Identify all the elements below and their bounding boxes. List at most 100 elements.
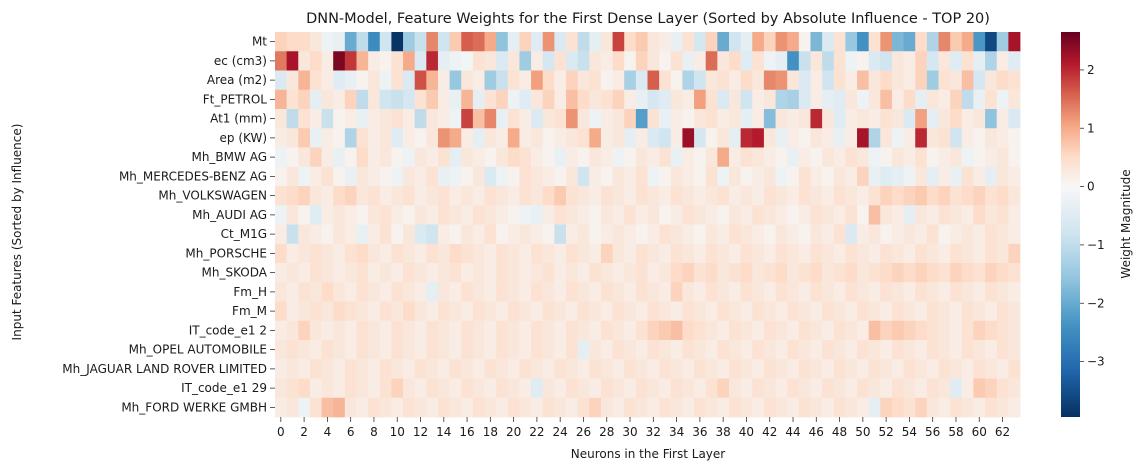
heatmap-cell: [728, 128, 742, 148]
heatmap-cell: [298, 89, 311, 110]
heatmap-cell: [531, 51, 544, 71]
heatmap-cell: [531, 147, 544, 168]
heatmap-cell: [682, 282, 695, 302]
heatmap-cell: [356, 166, 369, 187]
heatmap-cell: [961, 70, 974, 91]
heatmap-cell: [344, 186, 357, 206]
heatmap-cell: [484, 282, 497, 302]
heatmap-cell: [891, 70, 904, 91]
heatmap-cell: [647, 397, 660, 418]
heatmap-cell: [868, 282, 881, 302]
heatmap-cell: [973, 89, 986, 110]
heatmap-cell: [682, 32, 695, 52]
heatmap-cell: [589, 109, 602, 129]
heatmap-cell: [344, 320, 357, 341]
heatmap-cell: [531, 301, 544, 322]
heatmap-cell: [496, 243, 509, 264]
heatmap-cell: [519, 205, 532, 225]
heatmap-cell: [461, 397, 474, 418]
heatmap-cell: [787, 109, 800, 129]
heatmap-cell: [542, 359, 555, 379]
heatmap-cell: [566, 70, 579, 91]
heatmap-cell: [589, 340, 602, 360]
heatmap-cell: [775, 340, 788, 360]
heatmap-cell: [647, 186, 660, 206]
heatmap-cell: [752, 282, 765, 302]
y-tick-label: Mh_MERCEDES-BENZ AG: [119, 169, 267, 183]
heatmap-cell: [915, 359, 928, 379]
heatmap-cell: [810, 109, 823, 129]
heatmap-cell: [600, 263, 613, 283]
x-tick-label: 18: [483, 425, 498, 439]
heatmap-cell: [740, 32, 753, 52]
heatmap-cell: [647, 89, 660, 110]
heatmap-cell: [321, 89, 334, 110]
heatmap-cell: [275, 32, 288, 52]
heatmap-cell: [740, 243, 753, 264]
heatmap-cell: [426, 378, 439, 399]
heatmap-cell: [740, 89, 753, 110]
heatmap-cell: [903, 128, 916, 148]
heatmap-cell: [391, 397, 404, 418]
heatmap-cell: [694, 282, 707, 302]
heatmap-cell: [822, 109, 835, 129]
heatmap-cell: [891, 359, 904, 379]
heatmap-cell: [705, 51, 718, 71]
heatmap-cell: [298, 378, 311, 399]
heatmap-cell: [740, 70, 753, 91]
x-tick-label: 56: [925, 425, 940, 439]
x-tick-label: 14: [436, 425, 451, 439]
heatmap-cell: [857, 166, 870, 187]
heatmap-cell: [437, 109, 451, 129]
heatmap-cell: [449, 147, 462, 168]
heatmap-cell: [810, 224, 823, 245]
heatmap-cell: [566, 263, 579, 283]
heatmap-cell: [403, 359, 416, 379]
heatmap-cell: [484, 109, 497, 129]
heatmap-cell: [496, 147, 509, 168]
heatmap-cell: [857, 128, 870, 148]
heatmap-cell: [333, 378, 346, 399]
x-tick-label: 24: [553, 425, 568, 439]
heatmap-cell: [344, 340, 357, 360]
heatmap-cell: [309, 89, 322, 110]
heatmap-cell: [298, 263, 311, 283]
heatmap-cell: [426, 282, 439, 302]
heatmap-cell: [519, 359, 532, 379]
heatmap-cell: [484, 224, 497, 245]
heatmap-cell: [635, 301, 648, 322]
heatmap-cell: [600, 147, 613, 168]
heatmap-cell: [531, 224, 544, 245]
heatmap-cell: [763, 243, 776, 264]
heatmap-cell: [798, 243, 811, 264]
heatmap-cell: [356, 147, 369, 168]
heatmap-cell: [833, 70, 846, 91]
heatmap-cell: [647, 109, 660, 129]
heatmap-cell: [950, 147, 963, 168]
heatmap-cell: [496, 70, 509, 91]
x-tick-label: 2: [300, 425, 308, 439]
heatmap-cell: [915, 128, 928, 148]
heatmap-cell: [833, 89, 846, 110]
heatmap-cell: [938, 186, 951, 206]
heatmap-cell: [857, 263, 870, 283]
heatmap-cell: [752, 89, 765, 110]
heatmap-cell: [368, 147, 381, 168]
heatmap-cell: [694, 224, 707, 245]
heatmap-cell: [461, 89, 474, 110]
heatmap-cell: [449, 128, 462, 148]
heatmap-cell: [612, 340, 625, 360]
heatmap-cell: [880, 378, 893, 399]
heatmap-cell: [600, 301, 613, 322]
y-axis-ticks: Mt ec (cm3) Area (m2) Ft_PETROL At1 (mm) ep (…: [62, 35, 275, 414]
heatmap-cell: [449, 301, 462, 322]
heatmap-cell: [822, 243, 835, 264]
heatmap-cell: [926, 70, 939, 91]
heatmap-cell: [484, 147, 497, 168]
heatmap-cell: [542, 301, 555, 322]
heatmap-cell: [472, 70, 485, 91]
heatmap-cell: [752, 186, 765, 206]
heatmap-cell: [484, 128, 497, 148]
heatmap-cell: [973, 51, 986, 71]
heatmap-cell: [868, 32, 881, 52]
